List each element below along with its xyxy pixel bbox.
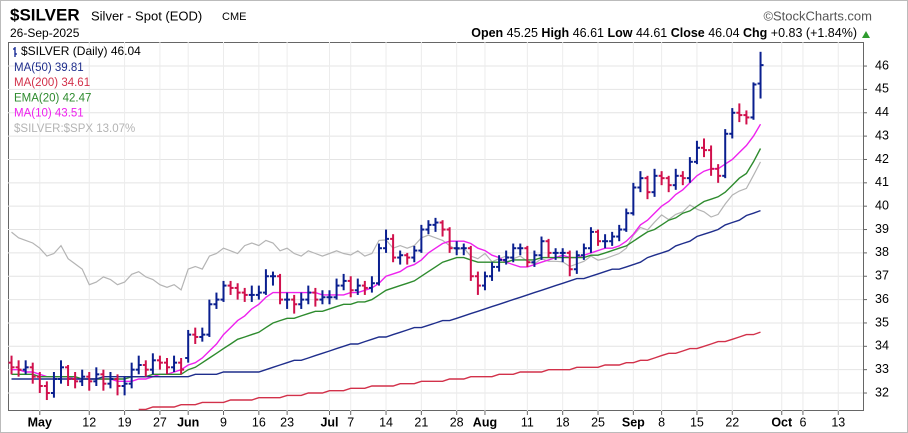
symbol: $SILVER (10, 5, 80, 24)
overlay-line (11, 123, 762, 382)
legend-entry: EMA(20) 42.47 (14, 92, 91, 104)
x-tick-label: 28 (450, 415, 464, 429)
x-tick-label: 11 (521, 415, 534, 429)
x-tick-label: Aug (473, 415, 497, 429)
legend-icon (13, 47, 17, 57)
x-tick-label: 23 (280, 415, 294, 429)
y-tick-label: 36 (875, 292, 889, 306)
x-tick-label: 16 (252, 415, 266, 429)
legend-entry: $SILVER:$SPX 13.07% (14, 123, 135, 135)
legend-value: 46.04 (111, 44, 141, 58)
exchange: CME (222, 11, 246, 23)
legend-name: MA(50) (14, 62, 52, 74)
up-arrow (862, 31, 870, 38)
legend-name: $SILVER:$SPX (14, 123, 93, 135)
legend-name: EMA(20) (14, 92, 60, 104)
y-tick-label: 33 (875, 362, 889, 376)
y-tick-label: 39 (875, 222, 889, 236)
price-bars (8, 51, 764, 401)
x-tick-label: 25 (591, 415, 605, 429)
x-tick-label: 18 (556, 415, 570, 429)
legend-entry: $SILVER (Daily) 46.04 (21, 44, 141, 58)
quote-change-pct: (+1.84%) (806, 26, 857, 40)
plot-border (8, 42, 864, 411)
legend-value: 43.51 (55, 108, 84, 120)
quote-label: High (541, 26, 569, 40)
x-tick-label: 8 (658, 415, 665, 429)
grid (8, 42, 863, 411)
overlay-line (11, 209, 761, 380)
x-tick-label: 9 (220, 415, 227, 429)
y-tick-label: 32 (875, 385, 889, 399)
y-tick-label: 43 (875, 128, 889, 142)
quote-value: 44.61 (636, 26, 667, 40)
legend: $SILVER (Daily) 46.04 MA(50) 39.81 MA(200)… (13, 44, 141, 135)
quote-label: Open (471, 26, 503, 40)
x-tick-label: Oct (771, 415, 793, 429)
x-tick-label: 19 (118, 415, 132, 429)
quote-value: 46.04 (708, 26, 739, 40)
axes: 32 33 34 35 36 37 38 39 40 41 42 43 44 45 46 May 12 19 27 J… (28, 58, 889, 429)
quote-change: +0.83 (771, 26, 803, 40)
y-tick-label: 34 (875, 339, 889, 353)
quote-label: Chg (743, 26, 767, 40)
x-tick-label: 6 (799, 415, 806, 429)
x-tick-label: 21 (414, 415, 428, 429)
legend-value: 34.61 (61, 77, 90, 89)
y-tick-label: 35 (875, 315, 889, 329)
copyright: ©StockCharts.com (763, 8, 872, 23)
x-tick-label: May (28, 415, 52, 429)
quote-label: Low (607, 26, 632, 40)
legend-value: 39.81 (55, 62, 84, 74)
y-tick-label: 44 (875, 105, 889, 119)
y-tick-label: 37 (875, 269, 889, 283)
y-tick-label: 40 (875, 198, 889, 212)
date: 26-Sep-2025 (10, 26, 80, 40)
legend-name: MA(10) (14, 108, 52, 120)
x-tick-label: 14 (379, 415, 393, 429)
quote-value: 46.61 (573, 26, 604, 40)
x-tick-label: Jul (320, 415, 338, 429)
y-tick-label: 38 (875, 245, 889, 259)
legend-entry: MA(200) 34.61 (14, 77, 90, 89)
x-tick-label: 15 (690, 415, 704, 429)
legend-entry: MA(10) 43.51 (14, 108, 84, 120)
description: Silver - Spot (EOD) (91, 8, 202, 23)
x-tick-label: Sep (622, 415, 645, 429)
legend-value: 13.07% (96, 123, 135, 135)
x-tick-label: 12 (82, 415, 96, 429)
quote-label: Close (671, 26, 705, 40)
x-tick-label: 27 (153, 415, 167, 429)
y-tick-label: 41 (875, 175, 889, 189)
x-tick-label: 22 (725, 415, 739, 429)
overlays (11, 123, 762, 411)
legend-name: $SILVER (Daily) (21, 44, 107, 58)
legend-name: MA(200) (14, 77, 58, 89)
legend-entry: MA(50) 39.81 (14, 62, 84, 74)
legend-value: 42.47 (63, 92, 92, 104)
quote-value: 45.25 (507, 26, 538, 40)
x-tick-label: Jun (177, 415, 199, 429)
x-tick-label: 7 (347, 415, 354, 429)
y-tick-label: 42 (875, 152, 889, 166)
quote: Open 45.25 High 46.61 Low 44.61 Close 46… (471, 26, 857, 40)
overlay-line (138, 331, 761, 411)
x-tick-label: 13 (831, 415, 845, 429)
y-tick-label: 45 (875, 82, 889, 96)
y-tick-label: 46 (875, 58, 889, 72)
